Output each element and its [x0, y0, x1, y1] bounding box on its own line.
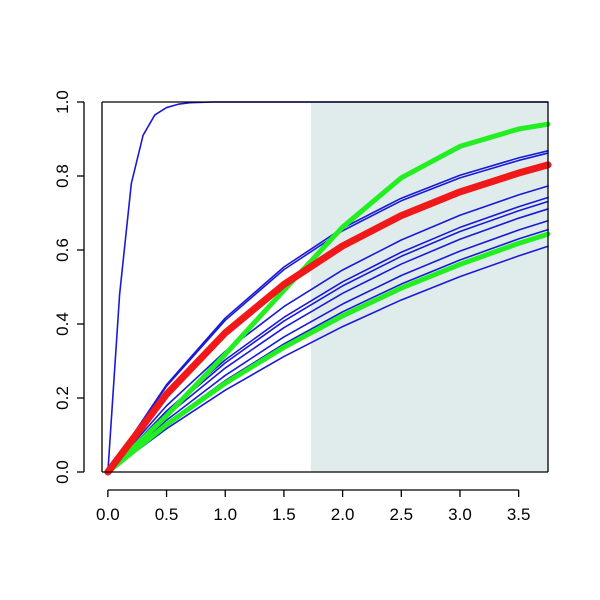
- y-tick-label: 0.4: [53, 312, 72, 336]
- x-tick-label: 0.5: [155, 505, 179, 524]
- series-line-blue-9: [107, 245, 549, 473]
- x-axis: 0.0 0.5 1.0 1.5 2.0 2.5 3.0 3.5: [96, 489, 531, 524]
- x-tick-label: 1.5: [272, 505, 296, 524]
- y-axis: 0.0 0.2 0.4 0.6 0.8 1.0: [53, 90, 85, 484]
- series-line-green-11: [105, 121, 551, 475]
- series-line-blue-3: [107, 152, 549, 473]
- x-tick-label: 2.0: [331, 505, 355, 524]
- x-tick-label: 3.5: [507, 505, 531, 524]
- y-tick-label: 1.0: [53, 90, 72, 114]
- y-tick-label: 0.0: [53, 460, 72, 484]
- series-line-blue-7: [107, 208, 549, 473]
- plot-frame: [101, 101, 549, 473]
- y-tick-label: 0.8: [53, 164, 72, 188]
- series-line-blue-1: [107, 185, 549, 473]
- series-line-green-12: [105, 231, 551, 475]
- x-tick-label: 1.0: [213, 505, 237, 524]
- series-line-red-13: [104, 161, 552, 476]
- x-tick-label: 2.5: [389, 505, 413, 524]
- shaded-region: [310, 102, 548, 472]
- y-tick-label: 0.6: [53, 238, 72, 262]
- x-tick-label: 0.0: [96, 505, 120, 524]
- series-group: [104, 101, 552, 476]
- y-tick-label: 0.2: [53, 386, 72, 410]
- series-line-blue-8: [107, 219, 549, 473]
- x-tick-label: 3.0: [448, 505, 472, 524]
